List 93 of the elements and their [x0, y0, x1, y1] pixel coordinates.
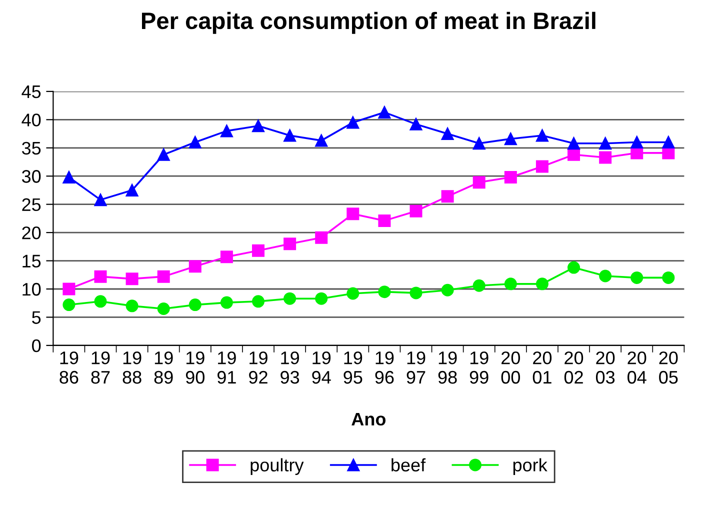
x-tick-label: 20 05	[659, 351, 678, 384]
x-tick-label: 20 03	[596, 351, 615, 384]
x-tick-label: 20 01	[532, 351, 552, 384]
y-tick-label: 15	[22, 254, 41, 268]
point	[188, 260, 202, 273]
point	[346, 116, 360, 129]
point	[568, 137, 580, 150]
y-tick-label: 45	[22, 86, 41, 98]
point	[410, 204, 422, 218]
point	[62, 170, 76, 184]
y-tick-label: 20	[22, 226, 41, 240]
x-tick-label: 19 89	[154, 351, 173, 384]
point	[472, 279, 486, 292]
point	[346, 208, 360, 220]
y-tick-label: 40	[22, 114, 41, 126]
x-tick-label: 19 92	[249, 351, 268, 384]
point	[441, 190, 454, 203]
point	[536, 278, 548, 290]
x-tick-label: 19 96	[375, 351, 394, 384]
point	[662, 271, 675, 284]
x-tick-label: 19 90	[186, 351, 204, 384]
y-tick-label: 0	[32, 339, 41, 352]
point	[315, 231, 328, 244]
x-tick-label: 20 04	[628, 351, 646, 384]
point	[378, 214, 391, 227]
x-tick-label: 19 94	[312, 351, 331, 384]
point	[504, 170, 517, 184]
point	[252, 244, 265, 257]
point	[472, 176, 486, 189]
x-tick-label: 20 02	[564, 351, 584, 384]
y-tick-label: 25	[22, 198, 41, 212]
point	[536, 129, 548, 142]
point	[62, 298, 76, 312]
point	[568, 148, 580, 161]
point	[94, 295, 107, 308]
point	[568, 261, 580, 274]
x-tick-label: 19 97	[406, 351, 426, 384]
point	[599, 137, 612, 150]
point	[472, 137, 486, 150]
point	[157, 148, 170, 161]
point	[220, 250, 233, 264]
y-tick-label: 30	[22, 170, 41, 183]
y-tick-label: 35	[22, 142, 41, 155]
point	[94, 194, 107, 206]
point	[504, 278, 517, 290]
point	[504, 132, 517, 146]
point	[62, 282, 76, 296]
point	[410, 118, 422, 130]
point	[252, 120, 265, 132]
point	[662, 136, 675, 148]
point	[378, 286, 391, 298]
point	[126, 272, 138, 286]
y-tick-label: 10	[22, 282, 41, 296]
point	[630, 271, 644, 284]
point	[126, 184, 138, 196]
point	[536, 160, 548, 173]
point	[441, 284, 454, 296]
point	[284, 292, 296, 305]
point	[157, 270, 170, 283]
legend-label: beef	[392, 458, 426, 472]
point	[220, 296, 233, 309]
point	[252, 295, 265, 308]
legend-label: pork	[513, 458, 548, 476]
point	[410, 286, 422, 300]
x-tick-label: 19 88	[122, 351, 142, 384]
x-tick-label: 19 99	[470, 351, 488, 384]
point	[441, 128, 454, 140]
point	[599, 151, 612, 164]
x-tick-label: 19 91	[218, 351, 236, 384]
point	[599, 270, 612, 282]
x-axis-title: Ano	[352, 412, 386, 426]
point	[284, 238, 296, 250]
point	[126, 300, 138, 312]
x-tick-label: 20 00	[501, 351, 520, 384]
x-tick-label: 19 86	[60, 351, 78, 384]
point	[315, 292, 328, 305]
point	[346, 287, 360, 300]
point	[378, 106, 391, 119]
point	[220, 124, 233, 138]
point	[315, 134, 328, 147]
y-tick-label: 5	[32, 311, 41, 324]
point	[284, 129, 296, 142]
point	[188, 298, 202, 312]
legend-label: poultry	[250, 458, 304, 476]
x-tick-label: 19 93	[280, 351, 300, 384]
point	[630, 136, 644, 148]
x-tick-label: 19 98	[438, 351, 457, 384]
x-tick-label: 19 95	[344, 351, 362, 384]
x-tick-label: 19 87	[91, 351, 110, 384]
point	[157, 302, 170, 315]
point	[94, 270, 107, 283]
point	[188, 136, 202, 148]
chart-title: Per capita consumption of meat in Brazil	[142, 12, 596, 34]
